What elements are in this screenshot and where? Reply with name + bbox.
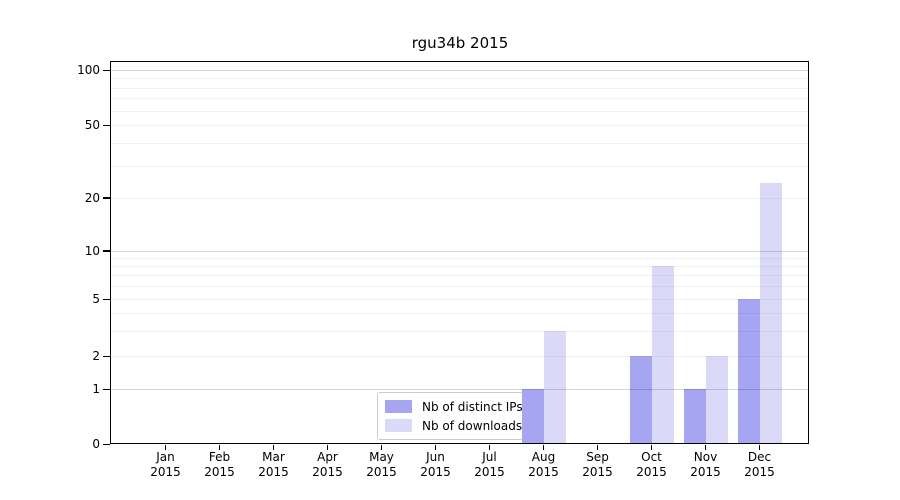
x-tick-mark-aug [542,445,545,450]
y-tick-mark-2 [103,355,110,357]
y-tick-mark-0 [103,443,110,445]
x-tick-mark-sep [596,445,599,450]
x-tick-mark-jun [434,445,437,450]
x-tick-label-aug: Aug 2015 [528,450,559,479]
y-tick-label-50: 50 [84,118,100,132]
x-tick-mark-dec [758,445,761,450]
legend-label-distinct-ips: Nb of distinct IPs [422,399,523,414]
legend-item-downloads: Nb of downloads [385,416,546,435]
legend-swatch-distinct-ips-icon [385,400,412,413]
y-tick-label-100: 100 [77,63,100,77]
bar-downloads-aug [543,330,566,444]
x-tick-label-mar: Mar 2015 [258,450,289,479]
y-tick-label-5: 5 [92,292,100,306]
x-tick-mark-feb [218,445,221,450]
y-tick-label-1: 1 [92,382,100,397]
legend-label-downloads: Nb of downloads [422,418,523,433]
chart-title: rgu34b 2015 [411,34,509,52]
y-tick-mark-5 [103,298,110,300]
x-tick-mark-may [380,445,383,450]
x-tick-label-jun: Jun 2015 [420,450,451,479]
legend-item-distinct-ips: Nb of distinct IPs [385,397,546,416]
bar-distinct-ips-dec [737,299,760,444]
x-tick-mark-mar [272,445,275,450]
y-tick-mark-50 [103,124,110,126]
y-tick-mark-10 [103,250,110,252]
y-tick-mark-100 [103,69,110,71]
x-tick-label-nov: Nov 2015 [690,450,721,479]
bar-downloads-nov [705,356,728,444]
x-tick-label-jan: Jan 2015 [150,450,181,479]
y-tick-mark-1 [103,388,110,391]
y-tick-label-2: 2 [92,349,100,363]
bar-downloads-dec [759,183,782,444]
legend-swatch-downloads-icon [385,419,412,432]
x-tick-mark-nov [704,445,707,450]
x-tick-label-feb: Feb 2015 [204,450,235,479]
bar-distinct-ips-oct [629,356,652,444]
bar-distinct-ips-nov [683,389,706,444]
x-tick-mark-apr [326,445,329,450]
x-tick-mark-jan [164,445,167,450]
x-tick-label-may: May 2015 [366,450,397,479]
y-tick-label-20: 20 [84,190,100,205]
x-tick-mark-jul [488,445,491,450]
x-tick-label-jul: Jul 2015 [474,450,505,479]
x-tick-label-sep: Sep 2015 [582,450,613,479]
x-tick-mark-oct [650,445,653,450]
x-tick-label-oct: Oct 2015 [636,450,667,479]
y-tick-mark-20 [103,197,110,199]
bar-distinct-ips-aug [521,389,544,444]
y-tick-label-10: 10 [84,243,100,258]
x-tick-label-apr: Apr 2015 [312,450,343,479]
bar-downloads-oct [651,266,674,444]
x-tick-label-dec: Dec 2015 [744,450,775,479]
legend: Nb of distinct IPs Nb of downloads [377,392,547,440]
y-tick-label-0: 0 [92,437,100,451]
